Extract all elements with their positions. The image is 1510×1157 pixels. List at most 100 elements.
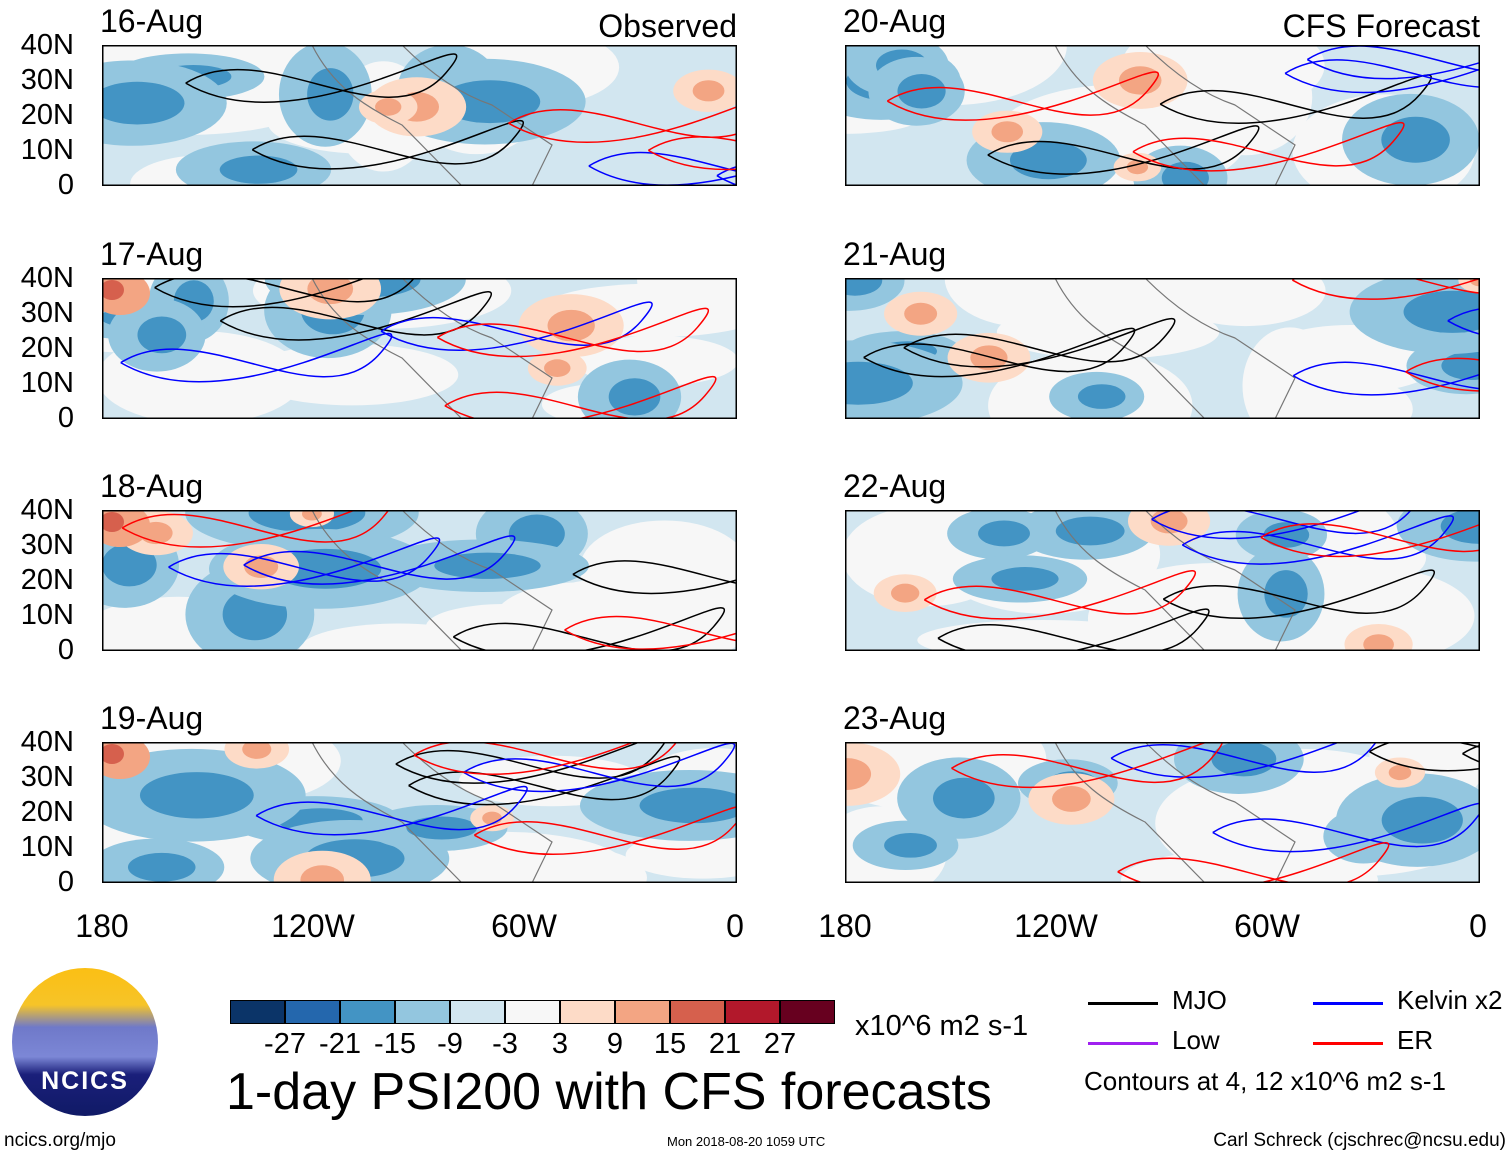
- neutral-shading: [996, 305, 1220, 359]
- negative-anomaly-shading: [1381, 116, 1450, 163]
- kelvin-contour: [1284, 59, 1480, 94]
- kelvin-contour: [1181, 515, 1454, 565]
- latitude-label: 40N: [20, 726, 74, 758]
- mjo-contour: [452, 607, 726, 651]
- kelvin-contour: [1306, 45, 1480, 80]
- negative-anomaly-shading: [845, 361, 913, 405]
- negative-anomaly-shading: [932, 777, 995, 819]
- colorbar-swatch: [450, 1000, 505, 1024]
- colorbar-swatch: [560, 1000, 615, 1024]
- neutral-shading: [617, 577, 708, 647]
- psi200-map-panel: [845, 278, 1480, 419]
- footer-author: Carl Schreck (cjschrec@ncsu.edu): [1213, 1130, 1506, 1151]
- mjo-contour: [863, 327, 1136, 378]
- kelvin-contour: [1212, 802, 1480, 853]
- coastline: [1054, 742, 1296, 883]
- colorbar-tick-label: -21: [319, 1028, 361, 1060]
- er-contour: [1132, 121, 1405, 172]
- er-contour: [444, 375, 717, 419]
- longitude-label: 180: [818, 908, 872, 944]
- positive-anomaly-shading: [1469, 278, 1480, 287]
- contour-note: Contours at 4, 12 x10^6 m2 s-1: [1084, 1066, 1446, 1096]
- er-contour: [1260, 523, 1480, 558]
- mjo-contour: [903, 318, 1176, 368]
- negative-anomaly-shading: [127, 852, 196, 882]
- colorbar-tick-label: 21: [708, 1028, 742, 1060]
- latitude-label: 10N: [20, 831, 74, 863]
- er-contour: [413, 742, 678, 775]
- latitude-label: 40N: [20, 494, 74, 526]
- er-contour: [436, 307, 710, 358]
- legend-line-kelvin-x2: [1313, 1002, 1383, 1005]
- kelvin-contour: [120, 332, 393, 383]
- colorbar-tick-label: -27: [264, 1028, 306, 1060]
- kelvin-contour: [380, 301, 653, 351]
- er-contour: [951, 742, 1223, 789]
- panel-date-label: 18-Aug: [100, 468, 204, 504]
- latitude-label: 30N: [20, 297, 74, 329]
- panel-date-label: 21-Aug: [843, 236, 947, 272]
- colorbar-tick-label: 15: [653, 1028, 687, 1060]
- mjo-contour: [1159, 74, 1432, 124]
- latitude-label: 40N: [20, 262, 74, 294]
- er-contour: [473, 806, 737, 855]
- longitude-label: 0: [1469, 908, 1487, 944]
- colorbar-tick-label: -15: [374, 1028, 416, 1060]
- coastline: [311, 45, 553, 186]
- negative-anomaly-shading: [1381, 796, 1463, 844]
- latitude-label: 0: [57, 634, 74, 666]
- colorbar-swatch: [670, 1000, 725, 1024]
- positive-anomaly-shading: [1052, 786, 1091, 812]
- neutral-shading: [1120, 849, 1378, 883]
- colorbar-swatch: [615, 1000, 670, 1024]
- footer-timestamp: Mon 2018-08-20 1059 UTC: [667, 1134, 826, 1149]
- latitude-label: 20N: [20, 564, 74, 596]
- column-title: CFS Forecast: [1282, 8, 1480, 44]
- panel-date-label: 23-Aug: [843, 700, 947, 736]
- negative-anomaly-shading: [434, 552, 541, 579]
- er-contour: [508, 106, 737, 143]
- er-contour: [564, 615, 737, 650]
- psi200-map-panel: [845, 742, 1480, 883]
- legend-label: ER: [1397, 1025, 1434, 1055]
- longitude-label: 0: [726, 908, 744, 944]
- positive-anomaly-shading: [544, 359, 571, 377]
- latitude-label: 0: [57, 866, 74, 898]
- mjo-contour: [251, 120, 524, 170]
- negative-anomaly-shading: [1264, 570, 1308, 618]
- negative-anomaly-shading: [137, 316, 187, 354]
- latitude-label: 40N: [20, 29, 74, 61]
- negative-anomaly-shading: [991, 567, 1059, 591]
- legend-line-er: [1313, 1042, 1383, 1045]
- negative-anomaly-shading: [139, 772, 254, 819]
- latitude-label: 20N: [20, 796, 74, 828]
- latitude-label: 10N: [20, 134, 74, 166]
- longitude-label: 60W: [1234, 908, 1300, 944]
- legend-label: Kelvin x2: [1397, 985, 1503, 1015]
- kelvin-contour: [255, 785, 528, 836]
- latitude-label: 30N: [20, 761, 74, 793]
- positive-anomaly-shading: [991, 121, 1024, 143]
- latitude-label: 10N: [20, 599, 74, 631]
- positive-anomaly-shading: [307, 278, 354, 305]
- latitude-label: 20N: [20, 99, 74, 131]
- longitude-label: 120W: [271, 908, 355, 944]
- panel-date-label: 17-Aug: [100, 236, 204, 272]
- psi200-map-panel: [845, 45, 1480, 186]
- colorbar-tick-label: 3: [551, 1028, 569, 1060]
- latitude-label: 30N: [20, 64, 74, 96]
- positive-anomaly-shading: [1150, 510, 1188, 534]
- positive-anomaly-shading: [692, 80, 725, 102]
- mjo-contour: [408, 755, 681, 806]
- positive-anomaly-shading: [970, 345, 1008, 371]
- kelvin-contour: [588, 151, 737, 186]
- er-contour: [121, 510, 390, 548]
- mjo-contour: [219, 291, 492, 341]
- footer-url: ncics.org/mjo: [4, 1130, 116, 1151]
- positive-anomaly-shading: [242, 742, 272, 759]
- negative-anomaly-shading: [1077, 384, 1126, 409]
- coastline: [1054, 45, 1296, 186]
- kelvin-contour: [243, 535, 516, 585]
- latitude-label: 0: [57, 402, 74, 434]
